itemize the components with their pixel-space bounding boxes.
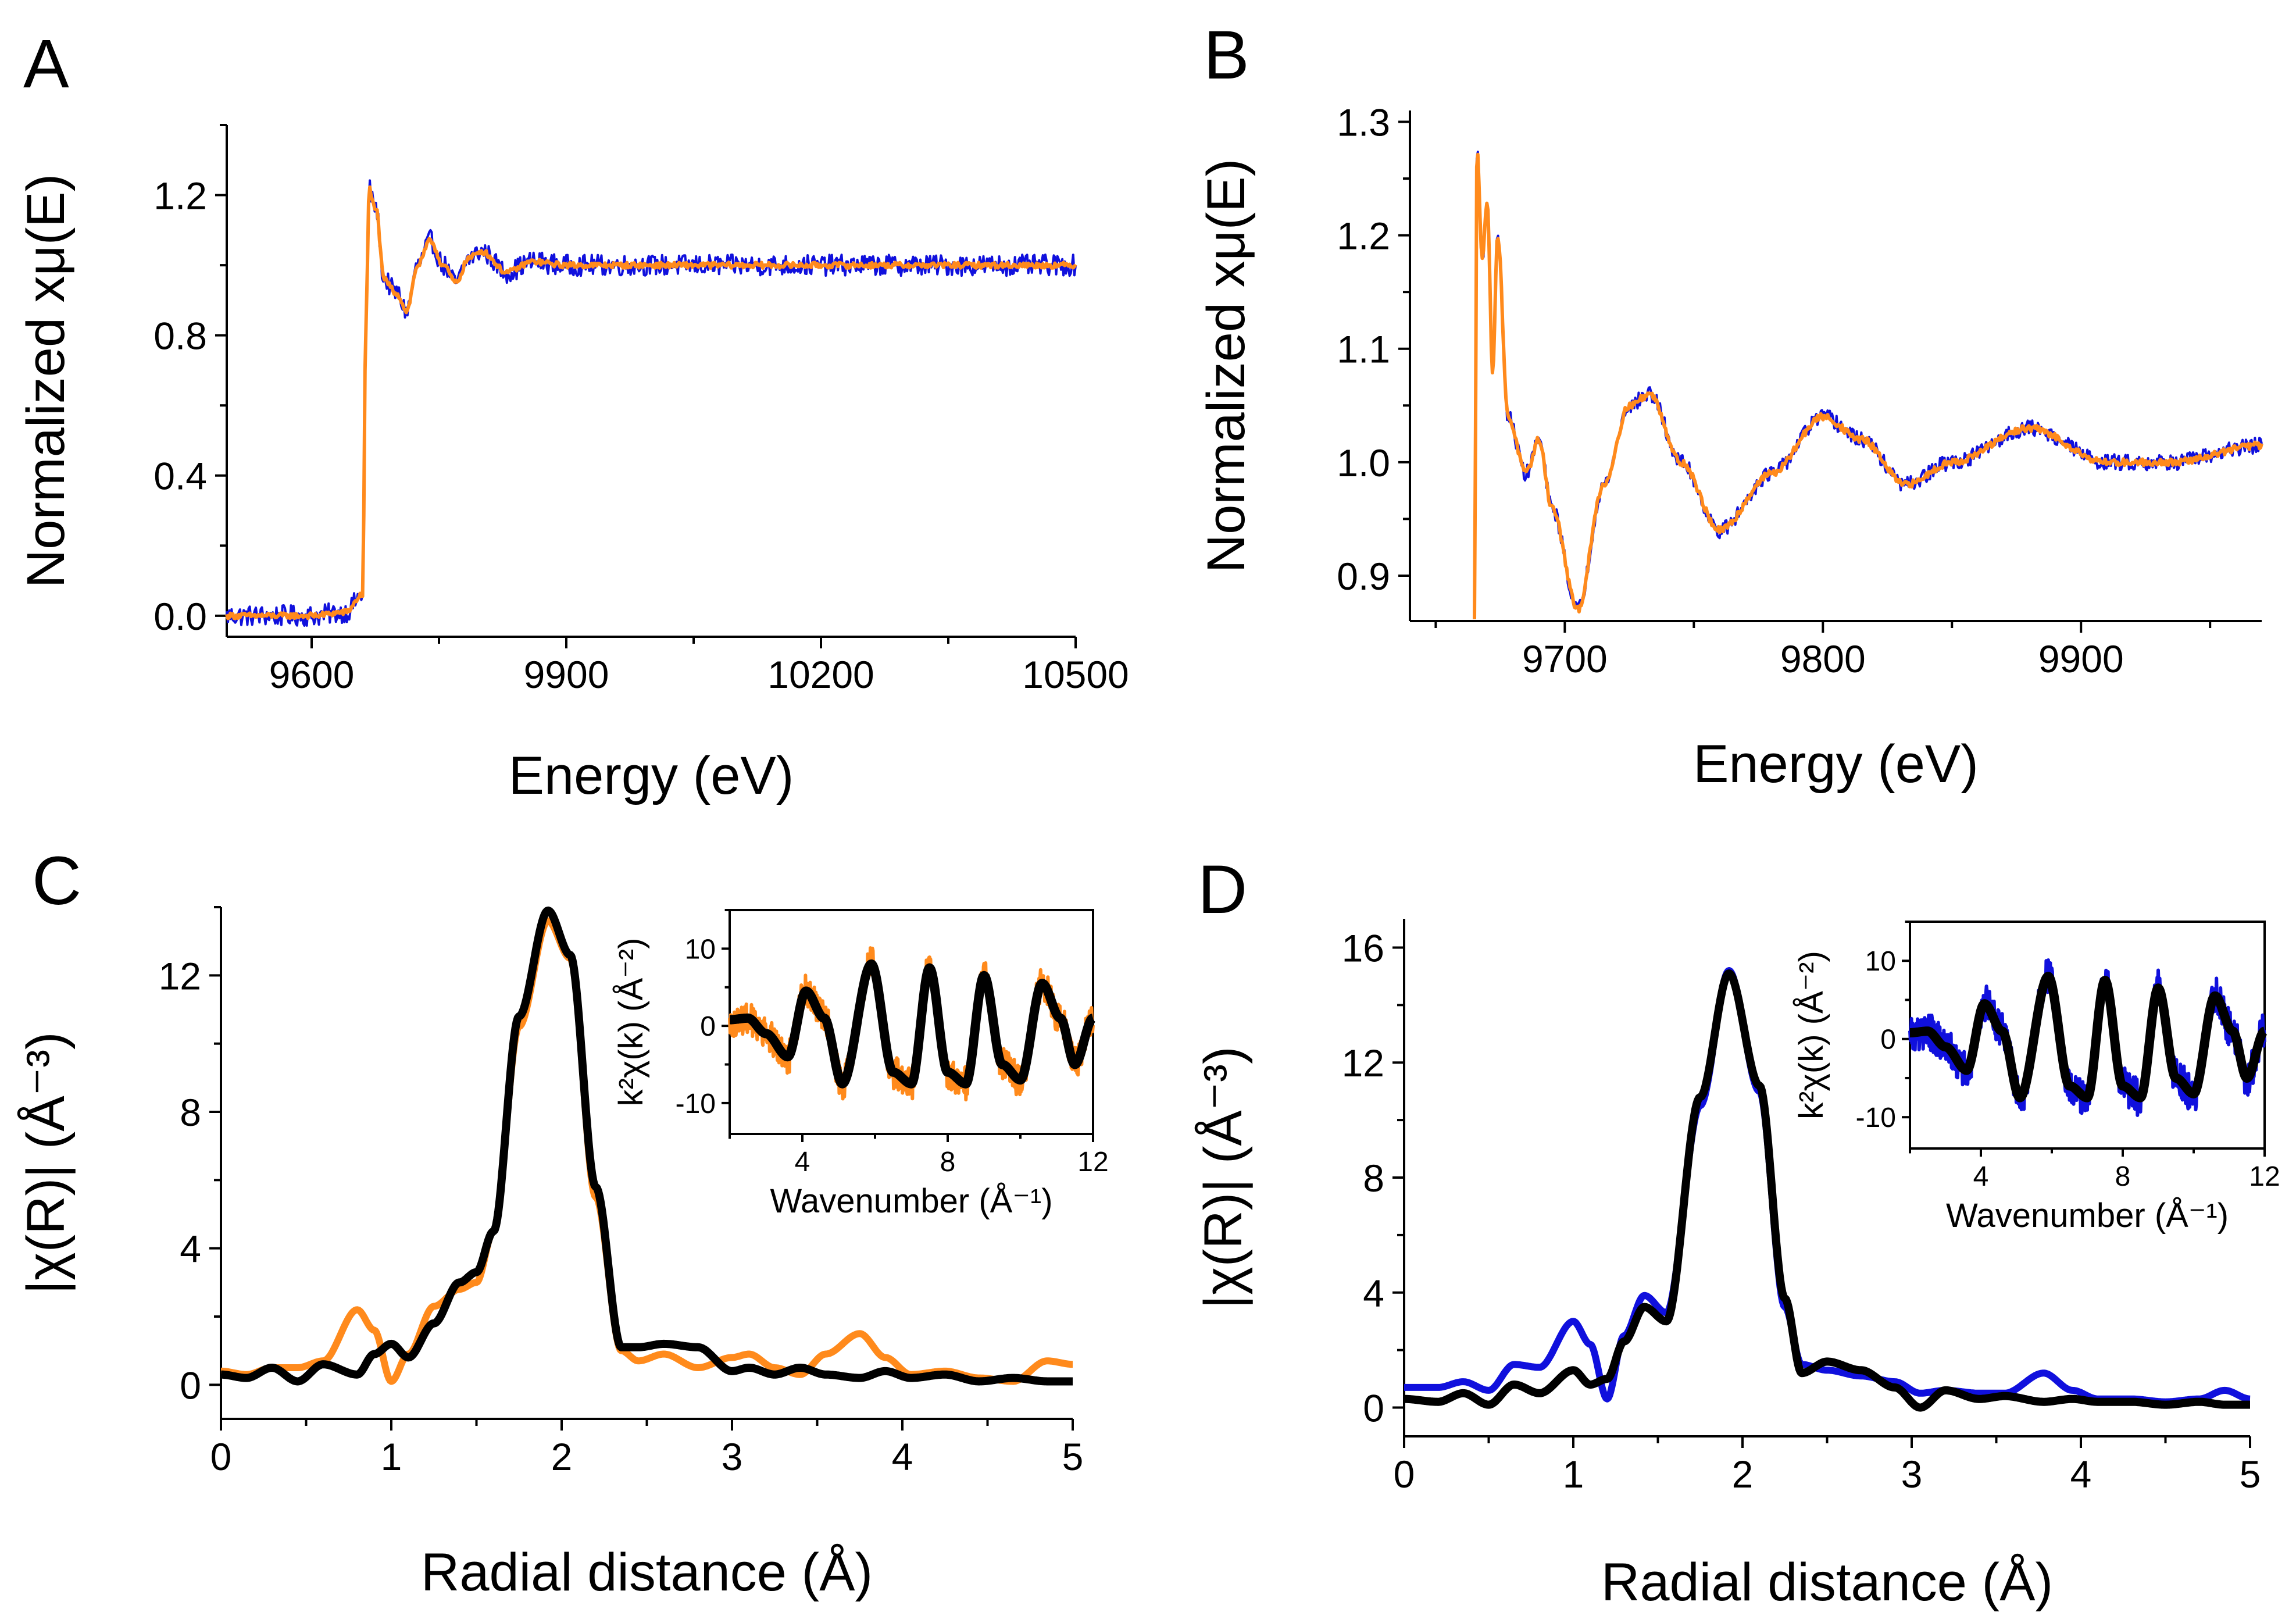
panel-a-series-fit-line — [225, 185, 1077, 620]
panel-c-inset-x-tick-label: 12 — [1077, 1147, 1108, 1178]
panel-d-inset-x-axis-title: Wavenumber (Å⁻¹) — [1946, 1197, 2229, 1235]
panel-a-x-tick-label: 10500 — [1022, 653, 1129, 696]
panel-a-y-tick-label: 0.8 — [153, 315, 207, 358]
panel-c-x-tick-label: 0 — [210, 1435, 232, 1478]
panel-a-y-tick-label: 0.0 — [153, 595, 207, 638]
panel-d-x-tick-label: 2 — [1732, 1453, 1754, 1496]
panel-a-x-tick-label: 10200 — [767, 653, 874, 696]
panel-d-inset-y-tick-label: 0 — [1880, 1025, 1896, 1055]
panel-c-x-tick-label: 4 — [892, 1435, 913, 1478]
panel-letter-a: A — [23, 26, 69, 102]
panel-c-x-tick-label: 1 — [381, 1435, 402, 1478]
panel-d-inset-x-tick-label: 12 — [2249, 1161, 2280, 1192]
panel-letter-b: B — [1204, 17, 1249, 94]
panel-d-x-axis-title: Radial distance (Å) — [1601, 1553, 2053, 1612]
panel-d-x-tick-label: 1 — [1563, 1453, 1584, 1496]
panel-b-y-tick-label: 1.0 — [1337, 441, 1390, 484]
panel-c-inset-y-tick-label: 10 — [685, 934, 716, 965]
panel-d-x-tick-label: 3 — [1901, 1453, 1923, 1496]
panel-d-x-tick-label: 4 — [2070, 1453, 2092, 1496]
panel-d-inset-series-fit-line — [1905, 972, 2269, 1103]
panel-c-x-tick-label: 3 — [722, 1435, 743, 1478]
panel-c-series-fit-line — [218, 906, 1076, 1386]
panel-d-y-tick-label: 8 — [1363, 1157, 1384, 1200]
panel-c-inset-series-fit-line — [725, 959, 1098, 1089]
panel-c-inset-y-axis-title: k²χ(k) (Å⁻²) — [612, 938, 650, 1107]
panel-b: 9700 9800 9900 0.9 1.0 1.1 1.2 1.3 Energy (eV) No… — [1197, 101, 2263, 794]
panel-a-x-tick-label: 9900 — [524, 653, 609, 696]
panel-d-y-axis-title: |χ(R)| (Å⁻³) — [1194, 1046, 1253, 1308]
panel-b-x-tick-label: 9900 — [2038, 637, 2124, 680]
panel-d-inset-y-tick-label: -10 — [1856, 1103, 1896, 1133]
panel-b-x-tick-label: 9800 — [1780, 637, 1866, 680]
panel-c-y-axis-title: |χ(R)| (Å⁻³) — [16, 1032, 76, 1294]
panel-d-inset-x-tick-label: 4 — [1973, 1161, 1989, 1192]
panel-c-y-tick-label: 0 — [180, 1364, 201, 1407]
panel-a: 9600 9900 10200 10500 0.0 0.4 0.8 1.2 Energy (eV… — [16, 124, 1129, 805]
panel-b-x-axis-title: Energy (eV) — [1693, 734, 1979, 794]
panel-b-y-tick-label: 0.9 — [1337, 555, 1390, 598]
panel-c-inset-x-axis-title: Wavenumber (Å⁻¹) — [770, 1182, 1052, 1220]
panel-a-y-tick-label: 0.4 — [153, 455, 207, 498]
panel-letter-d: D — [1198, 851, 1247, 928]
panel-c-y-tick-label: 4 — [180, 1228, 201, 1271]
panel-d-series-fit-line — [1401, 969, 2253, 1412]
panel-c-y-tick-label: 12 — [159, 954, 201, 997]
panel-d-inset: 4 8 12 -10 0 10 Wavenumber (Å⁻¹) k²χ(k) (Å⁻²) — [1792, 921, 2280, 1235]
panel-c-x-tick-label: 2 — [551, 1435, 573, 1478]
panel-c-x-axis-title: Radial distance (Å) — [421, 1543, 873, 1602]
panel-d-y-tick-label: 16 — [1342, 926, 1384, 969]
panel-a-y-axis-title: Normalized xμ(E) — [16, 174, 76, 588]
panel-c-y-tick-label: 8 — [180, 1091, 201, 1134]
panel-b-series-fit-line — [1473, 152, 2263, 619]
panel-b-y-tick-label: 1.1 — [1337, 328, 1390, 371]
panel-d-inset-y-tick-label: 10 — [1865, 946, 1896, 977]
panel-d-x-tick-label: 5 — [2240, 1453, 2261, 1496]
panel-c-inset-x-tick-label: 8 — [940, 1147, 956, 1178]
panel-d-y-tick-label: 0 — [1363, 1387, 1384, 1430]
panel-d-y-tick-label: 12 — [1342, 1041, 1384, 1085]
panel-b-y-tick-label: 1.3 — [1337, 101, 1390, 144]
panel-c-inset-y-tick-label: 0 — [700, 1011, 716, 1042]
panel-a-y-tick-label: 1.2 — [153, 174, 207, 217]
panel-a-x-tick-label: 9600 — [269, 653, 355, 696]
panel-c-x-tick-label: 5 — [1062, 1435, 1084, 1478]
panel-b-x-tick-label: 9700 — [1522, 637, 1608, 680]
panel-b-y-axis-title: Normalized xμ(E) — [1197, 159, 1256, 573]
panel-c-inset-x-tick-label: 4 — [795, 1147, 810, 1178]
panel-c-inset-y-tick-label: -10 — [676, 1089, 716, 1119]
panel-d-x-tick-label: 0 — [1394, 1453, 1415, 1496]
panel-b-y-tick-label: 1.2 — [1337, 215, 1390, 258]
panel-letter-c: C — [32, 843, 81, 919]
panel-d-inset-y-axis-title: k²χ(k) (Å⁻²) — [1792, 951, 1830, 1119]
panel-c-inset: 4 8 12 -10 0 10 Wavenumber (Å⁻¹) k²χ(k) (Å⁻²) — [612, 909, 1109, 1220]
panel-a-x-axis-title: Energy (eV) — [509, 746, 794, 805]
panel-d-inset-x-tick-label: 8 — [2115, 1161, 2131, 1192]
panel-d-y-tick-label: 4 — [1363, 1272, 1384, 1315]
